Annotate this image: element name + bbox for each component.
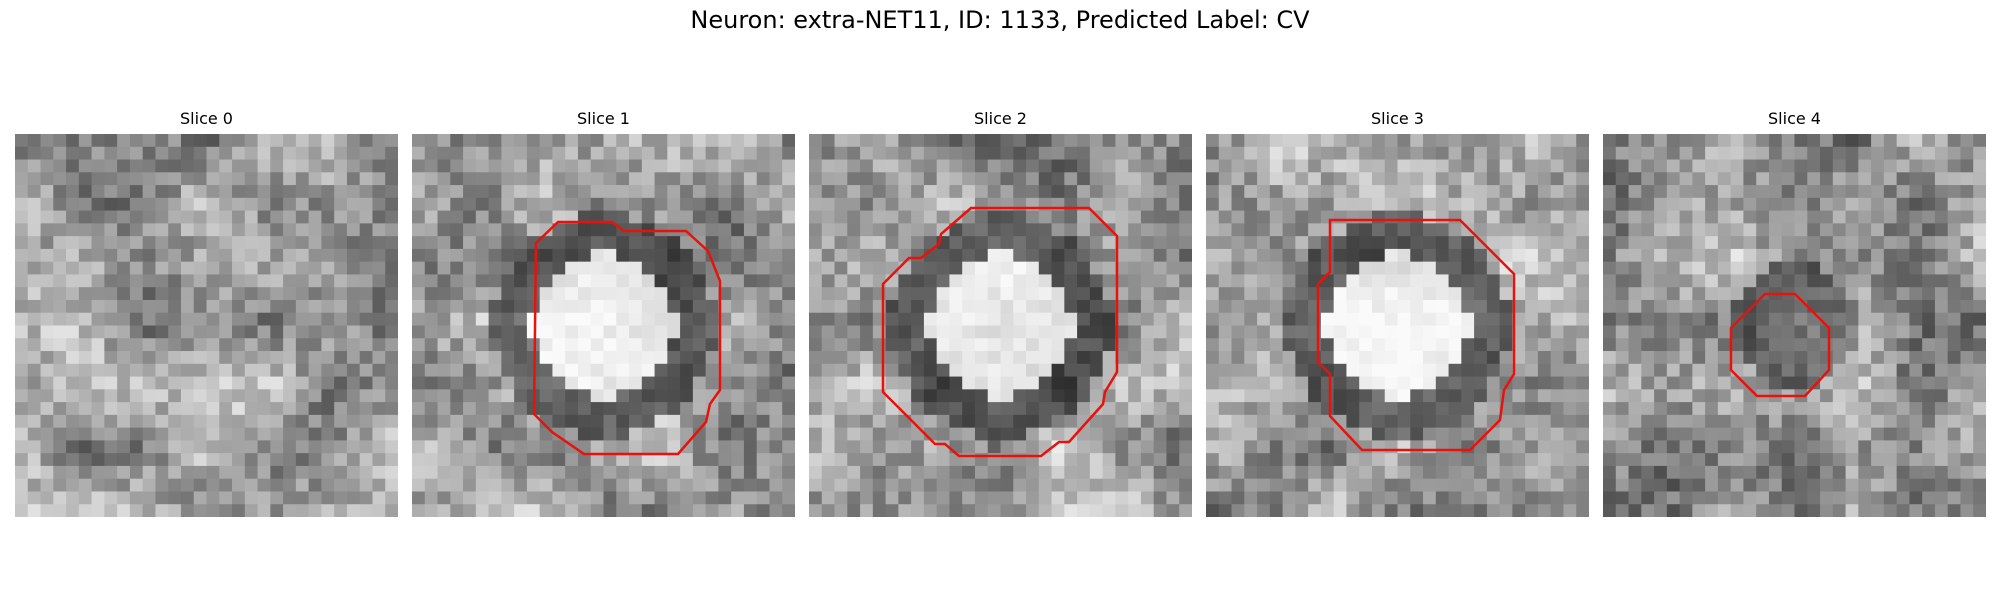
slice-image — [809, 134, 1192, 517]
slice-title: Slice 0 — [180, 109, 233, 128]
slice-title: Slice 2 — [974, 109, 1027, 128]
slice-panel: Slice 1 — [412, 108, 795, 517]
slice-image — [1603, 134, 1986, 517]
slice-image — [15, 134, 398, 517]
slice-image — [412, 134, 795, 517]
slice-panel: Slice 0 — [15, 108, 398, 517]
segmentation-contour — [532, 220, 722, 456]
slice-title: Slice 3 — [1371, 109, 1424, 128]
segmentation-contour — [881, 206, 1119, 458]
slice-image — [1206, 134, 1589, 517]
slice-panel: Slice 2 — [809, 108, 1192, 517]
segmentation-contour — [1316, 218, 1516, 452]
slice-title: Slice 1 — [577, 109, 630, 128]
segmentation-contour — [1729, 292, 1831, 398]
figure-title: Neuron: extra-NET11, ID: 1133, Predicted… — [690, 6, 1310, 34]
slice-panel: Slice 3 — [1206, 108, 1589, 517]
slice-title: Slice 4 — [1768, 109, 1821, 128]
slice-panel: Slice 4 — [1603, 108, 1986, 517]
